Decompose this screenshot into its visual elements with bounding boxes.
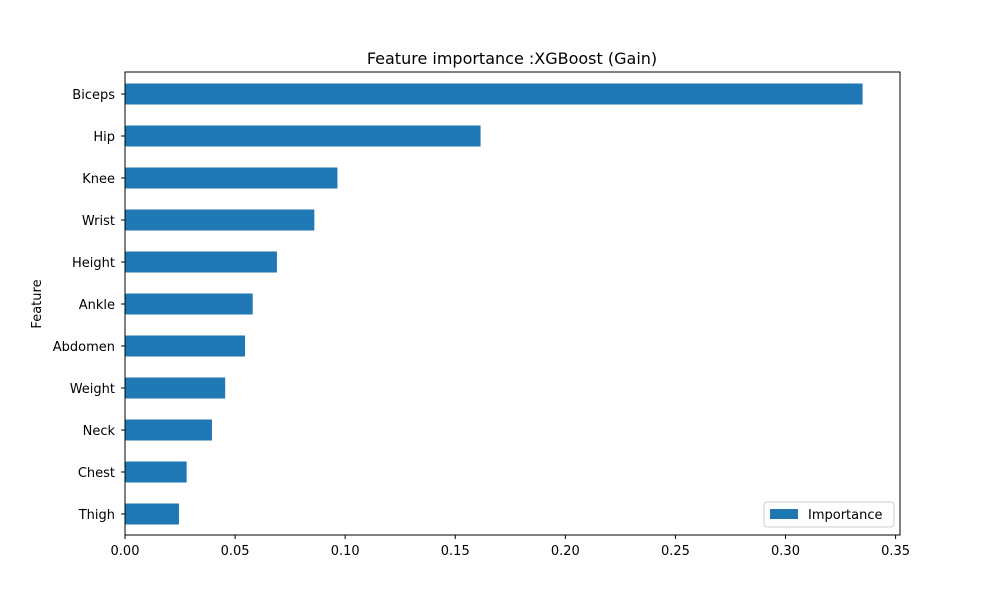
bar-height	[125, 251, 277, 273]
bar-ankle	[125, 293, 253, 315]
y-tick-label: Ankle	[79, 298, 115, 313]
bar-chest	[125, 461, 187, 483]
x-tick-label: 0.25	[661, 544, 690, 559]
x-tick-label: 0.10	[331, 544, 360, 559]
bar-abdomen	[125, 335, 245, 357]
x-tick-label: 0.30	[771, 544, 800, 559]
chart-title: Feature importance :XGBoost (Gain)	[367, 49, 657, 68]
bar-thigh	[125, 503, 179, 525]
x-tick-label: 0.00	[111, 544, 140, 559]
x-tick-label: 0.20	[551, 544, 580, 559]
x-tick-label: 0.05	[221, 544, 250, 559]
x-tick-label: 0.15	[441, 544, 470, 559]
y-tick-label: Wrist	[82, 214, 115, 229]
y-tick-label: Neck	[83, 424, 116, 439]
bar-wrist	[125, 209, 315, 231]
bar-knee	[125, 167, 338, 189]
bar-hip	[125, 125, 481, 147]
y-tick-label: Biceps	[72, 88, 115, 103]
y-tick-label: Abdomen	[53, 340, 115, 355]
bar-neck	[125, 419, 212, 441]
legend-label: Importance	[808, 508, 883, 523]
y-tick-label: Thigh	[78, 508, 115, 523]
y-tick-label: Hip	[93, 130, 115, 145]
y-tick-label: Knee	[82, 172, 115, 187]
y-axis-label: Feature	[30, 279, 45, 328]
legend-frame	[763, 501, 895, 528]
y-tick-label: Weight	[70, 382, 115, 397]
x-tick-label: 0.35	[881, 544, 910, 559]
bars-layer	[125, 83, 863, 525]
legend: Importance	[763, 501, 895, 528]
y-tick-label: Chest	[78, 466, 115, 481]
y-tick-label: Height	[72, 256, 115, 271]
bar-biceps	[125, 83, 863, 105]
axes-layer: Biceps Hip Knee Wrist Height Ankle Abdomen Weig…	[53, 71, 910, 559]
legend-swatch	[770, 509, 798, 519]
bar-weight	[125, 377, 226, 399]
